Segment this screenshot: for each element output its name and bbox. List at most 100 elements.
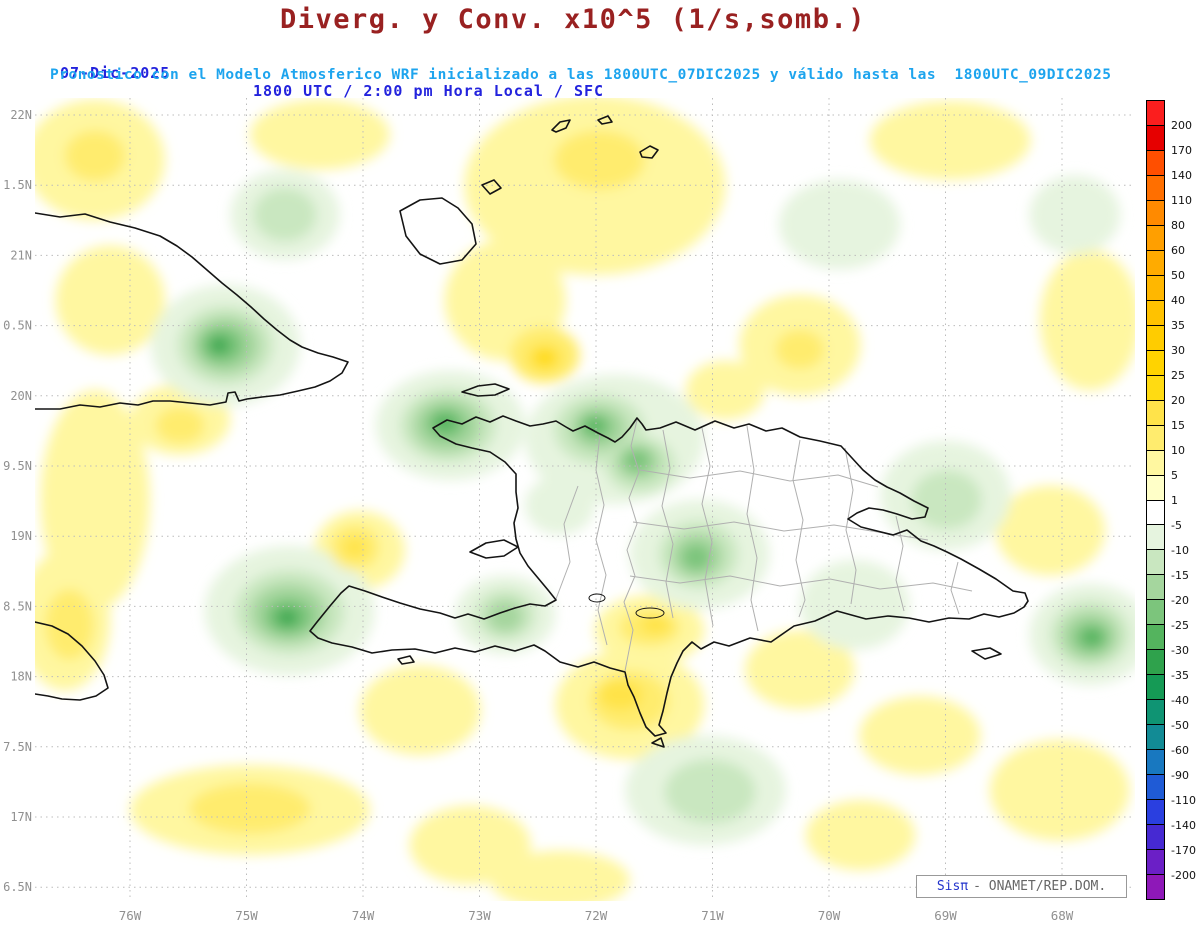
colorbar-block (1146, 199, 1165, 226)
colorbar-block (1146, 874, 1165, 900)
shaded-region (1039, 249, 1135, 391)
province-line (555, 485, 579, 600)
island-turks-caicos (597, 115, 613, 125)
x-axis-tick-label: 70W (818, 908, 841, 923)
border-haiti-dr (623, 419, 640, 672)
shaded-region (911, 470, 982, 530)
province-line (701, 427, 714, 627)
colorbar-block (1146, 549, 1165, 576)
x-axis-tick-label: 76W (119, 908, 142, 923)
shaded-region (524, 475, 595, 535)
shaded-region (64, 130, 126, 181)
colorbar-block (1146, 574, 1165, 601)
colorbar-block (1146, 249, 1165, 276)
datetime-line: 07-Dic-2025 1800 UTC / 2:00 pm Hora Loca… (0, 46, 1146, 100)
colorbar-block (1146, 424, 1165, 451)
y-axis-tick-label: 17N (10, 810, 32, 824)
colorbar-block (1146, 224, 1165, 251)
y-axis-tick-label: 6.5N (3, 880, 32, 894)
colorbar-block (1146, 449, 1165, 476)
colorbar-block (1146, 799, 1165, 826)
province-line (844, 447, 857, 605)
shaded-region (554, 130, 645, 190)
colorbar-label: -25 (1171, 619, 1189, 632)
colorbar-label: 1 (1171, 494, 1178, 507)
shaded-region (44, 589, 94, 660)
shaded-region (799, 560, 910, 650)
colorbar-block (1146, 599, 1165, 626)
island-gonave (469, 539, 519, 559)
colorbar-block (1146, 524, 1165, 551)
colorbar-label: 30 (1171, 344, 1185, 357)
model-info-line: Pronostico con el Modelo Atmosferico WRF… (50, 67, 1112, 83)
shaded-region (534, 349, 556, 367)
colorbar-label: -90 (1171, 769, 1189, 782)
colorbar-block (1146, 624, 1165, 651)
colorbar-label: 5 (1171, 469, 1178, 482)
x-axis-tick-label: 75W (235, 908, 258, 923)
province-line (950, 561, 960, 615)
colorbar-block (1146, 174, 1165, 201)
y-axis-tick-label: 20N (10, 389, 32, 403)
colorbar-label: -40 (1171, 694, 1189, 707)
colorbar-block (1146, 349, 1165, 376)
colorbar-block (1146, 724, 1165, 751)
coastlines (35, 115, 1029, 748)
page-title: Diverg. y Conv. x10^5 (1/s,somb.) (280, 4, 866, 35)
axis-labels: 76W 75W 74W 73W 72W 71W 70W 69W 68W 22N 1.5N 21N 0.5… (3, 108, 1074, 923)
shaded-contours (35, 98, 1135, 901)
colorbar-block (1146, 749, 1165, 776)
shaded-region (253, 188, 317, 242)
shaded-region (1082, 628, 1102, 646)
coastline-jamaica (35, 621, 109, 701)
island-saona (971, 647, 1002, 660)
coastline-hispaniola (309, 415, 1029, 737)
watermark-text: - ONAMET/REP.DOM. (973, 879, 1107, 894)
shaded-region (343, 537, 367, 558)
island-great-inagua (399, 197, 477, 265)
colorbar-block (1146, 324, 1165, 351)
y-axis-tick-label: 8.5N (3, 599, 32, 613)
x-axis-tick-label: 71W (701, 908, 724, 923)
x-axis-tick-label: 69W (934, 908, 957, 923)
shaded-region (281, 612, 294, 624)
forecast-date: 07-Dic-2025 (60, 64, 171, 82)
colorbar-label: -5 (1171, 519, 1182, 532)
colorbar-block (1146, 299, 1165, 326)
y-axis-tick-label: 9.5N (3, 459, 32, 473)
shaded-region (869, 100, 1031, 180)
shaded-region (805, 800, 916, 871)
island-tortuga (461, 383, 510, 397)
shaded-region (685, 360, 765, 420)
colorbar-label: 60 (1171, 244, 1185, 257)
colorbar-label: -140 (1171, 819, 1196, 832)
province-line (895, 515, 905, 612)
colorbar-block (1146, 674, 1165, 701)
colorbar-label: 20 (1171, 394, 1185, 407)
colorbar-label: -200 (1171, 869, 1196, 882)
colorbar-label: -30 (1171, 644, 1189, 657)
island-little-inagua (481, 179, 502, 195)
y-axis-tick-label: 1.5N (3, 178, 32, 192)
y-axis-tick-label: 7.5N (3, 740, 32, 754)
province-line (661, 429, 674, 619)
shaded-region (640, 614, 671, 635)
colorbar-label: 50 (1171, 269, 1185, 282)
colorbar-block (1146, 374, 1165, 401)
x-axis-tick-label: 73W (468, 908, 491, 923)
island-turks-caicos (551, 119, 571, 133)
watermark-box: Sisπ - ONAMET/REP.DOM. (916, 875, 1127, 898)
colorbar-label: -60 (1171, 744, 1189, 757)
y-axis-tick-label: 22N (10, 108, 32, 122)
shaded-region (586, 418, 603, 433)
y-axis-tick-label: 21N (10, 248, 32, 262)
shaded-region (778, 179, 901, 270)
shaded-region (598, 679, 643, 711)
y-axis-tick-label: 18N (10, 670, 32, 684)
grid-lines (35, 98, 1135, 901)
shaded-region (995, 485, 1106, 576)
colorbar-label: -20 (1171, 594, 1189, 607)
colorbar-label: 15 (1171, 419, 1185, 432)
y-axis-tick-label: 19N (10, 529, 32, 543)
